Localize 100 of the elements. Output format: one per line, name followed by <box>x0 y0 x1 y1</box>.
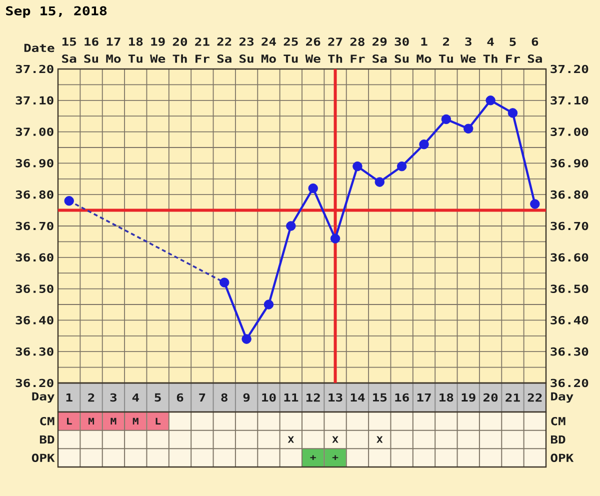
x-tick-label: 15 <box>373 393 387 402</box>
y-tick-label: 37.10 <box>16 96 54 105</box>
category-label: BD <box>40 435 54 444</box>
y-tick-label: 36.50 <box>16 284 54 293</box>
x-tick-label: 19 <box>462 393 476 402</box>
y2-tick-label: 37.00 <box>550 128 588 136</box>
x-tick-label: 22 <box>528 393 542 402</box>
y2-tick-label: 36.30 <box>550 347 588 356</box>
x-tick-label: 14 <box>350 393 365 402</box>
x2-tick-label: 2 Tu <box>438 37 453 63</box>
category-label: CM <box>40 417 54 426</box>
x2-tick-label: 19 We <box>150 38 166 63</box>
x-tick-label: 2 <box>88 393 94 402</box>
x2-tick-label: 29 Sa <box>372 37 387 63</box>
x-tick-label: 8 <box>221 393 228 402</box>
x-tick-label: 7 <box>199 393 206 402</box>
x-tick-label: 18 <box>440 393 454 402</box>
x2-tick-label: 21 Fr <box>195 38 210 63</box>
point <box>508 108 518 118</box>
x2-tick-label: 16 Su <box>84 37 98 63</box>
x-tick-label: 20 <box>483 393 498 402</box>
category-label: CM <box>551 417 566 426</box>
x-tick-label: 3 <box>110 393 117 402</box>
point <box>264 300 274 310</box>
point <box>352 161 362 172</box>
text: L <box>67 418 72 424</box>
x-tick-label: 10 <box>262 393 276 402</box>
x-tick-label: 16 <box>395 393 409 402</box>
x-tick-label: 17 <box>417 393 431 402</box>
category-label: OPK <box>32 454 55 462</box>
x-tick-label: 13 <box>328 393 342 402</box>
x2-tick-label: 17 Mo <box>106 38 121 63</box>
y2-tick-label: 36.90 <box>550 159 588 168</box>
y-tick-label: 37.20 <box>16 64 54 74</box>
x-tick-label: 21 <box>506 393 520 402</box>
y-tick-label: 36.20 <box>16 378 54 388</box>
y2-tick-label: 36.20 <box>550 378 588 388</box>
x-tick-label: 4 <box>132 393 139 402</box>
y2-tick-label: 37.20 <box>550 64 588 74</box>
text: Day <box>551 392 574 403</box>
y2-tick-label: 36.80 <box>550 190 588 199</box>
x-tick-label: 12 <box>306 393 320 402</box>
x-tick-label: 1 <box>66 393 72 402</box>
text: L <box>156 418 161 424</box>
text: X <box>376 436 383 443</box>
x2-tick-label: 1 Mo <box>416 38 432 63</box>
text: M <box>132 418 138 424</box>
point <box>64 196 74 206</box>
point <box>419 140 429 150</box>
x2-tick-label: 24 Mo <box>261 37 276 63</box>
y-tick-label: 36.70 <box>16 222 54 230</box>
y2-tick-label: 37.10 <box>550 96 588 105</box>
text: X <box>332 436 338 443</box>
text: + <box>310 455 316 460</box>
x2-tick-label: 22 Sa <box>217 37 232 63</box>
category-label: BD <box>551 435 566 444</box>
point <box>464 124 474 134</box>
x-axis-title: Day <box>32 392 54 403</box>
text: + <box>332 455 338 460</box>
y-tick-label: 36.30 <box>16 347 54 356</box>
x2-tick-label: 6 Sa <box>528 37 542 63</box>
x2-tick-label: 18 Tu <box>128 37 143 63</box>
x-tick-label: 11 <box>284 393 298 402</box>
x-tick-label: 5 <box>154 393 161 402</box>
y2-tick-label: 36.70 <box>550 222 588 230</box>
x2-axis-title: Date <box>24 44 54 52</box>
point <box>441 114 452 124</box>
x2-tick-label: 26 We <box>305 37 320 63</box>
x2-tick-label: 27 Th <box>328 38 342 63</box>
y-tick-label: 36.90 <box>16 159 54 168</box>
point <box>220 278 230 288</box>
x-tick-label: 9 <box>243 393 250 402</box>
x2-tick-label: 5 Fr <box>506 38 520 63</box>
text: M <box>110 418 116 424</box>
category-label: OPK <box>550 454 574 462</box>
x2-tick-label: 20 Th <box>172 38 188 63</box>
x2-tick-label: 28 Fr <box>350 38 365 63</box>
point <box>242 334 252 344</box>
x2-tick-label: 23 Su <box>239 37 254 63</box>
point <box>396 161 407 172</box>
y-tick-label: 36.80 <box>16 190 54 199</box>
point <box>486 96 496 106</box>
y2-tick-label: 36.40 <box>550 316 588 324</box>
y-tick-label: 37.00 <box>16 128 54 136</box>
y2-tick-label: 36.60 <box>550 253 588 262</box>
point <box>286 221 296 231</box>
y-tick-label: 36.40 <box>16 316 54 324</box>
point <box>330 234 340 244</box>
x2-tick-label: 4 Th <box>483 38 498 63</box>
x2-tick-label: 30 Su <box>394 37 409 63</box>
x2-tick-label: 25 Tu <box>284 37 298 63</box>
point <box>308 183 318 194</box>
y-tick-label: 36.60 <box>16 253 54 262</box>
x-tick-label: 6 <box>176 393 184 402</box>
point <box>530 199 540 209</box>
y2-tick-label: 36.50 <box>550 284 588 293</box>
text: M <box>88 418 94 424</box>
x2-tick-label: 15 Sa <box>62 38 76 63</box>
point <box>374 177 384 187</box>
x2-tick-label: 3 We <box>460 37 476 63</box>
